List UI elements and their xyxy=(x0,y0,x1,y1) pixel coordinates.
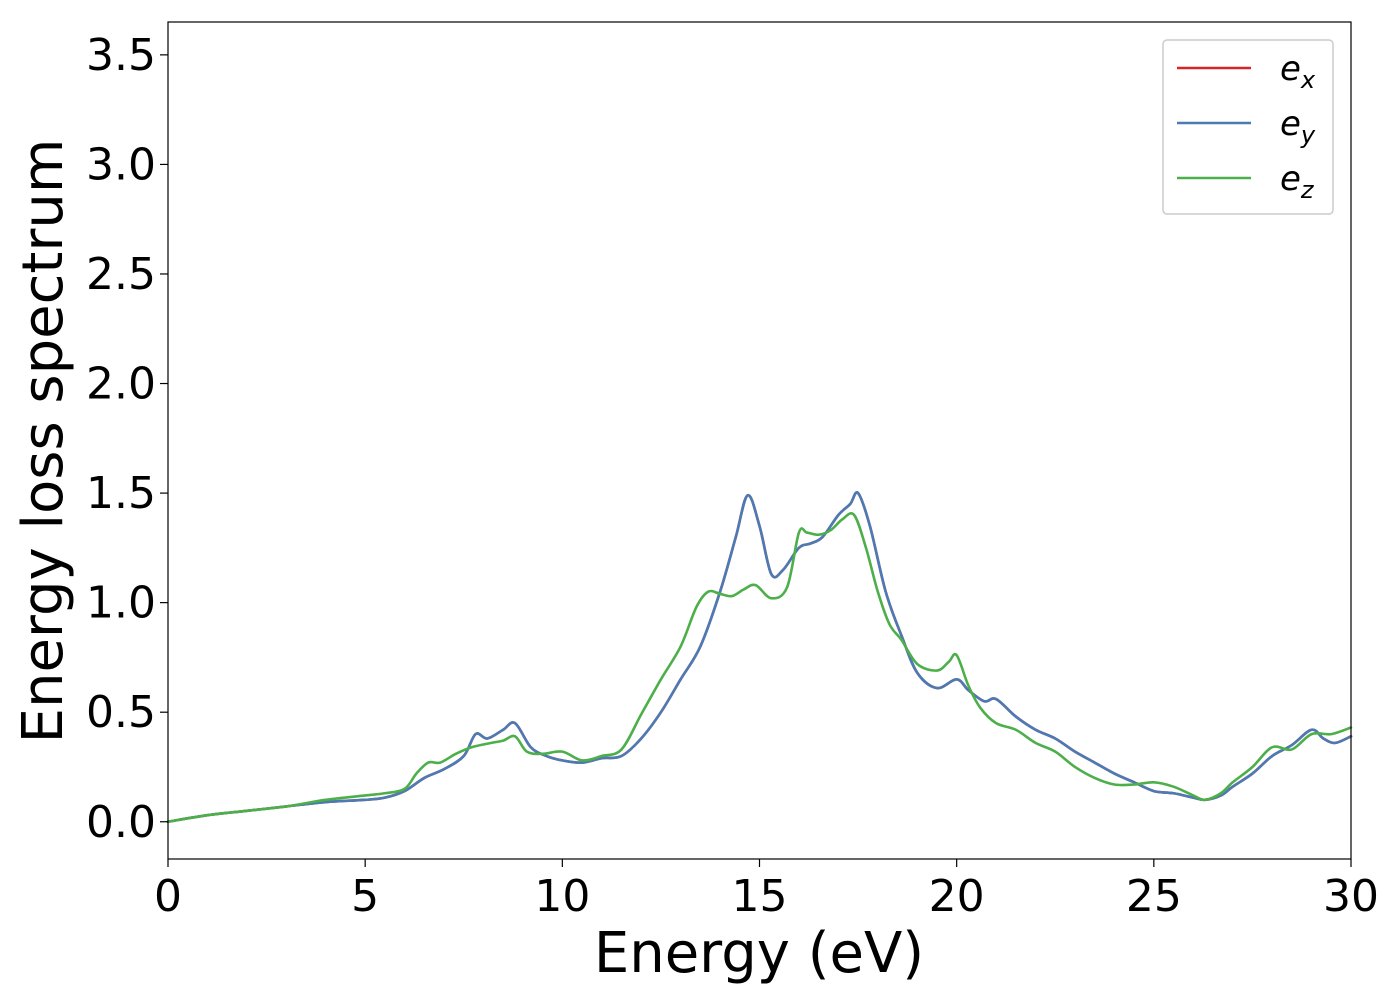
x-tick-label: 20 xyxy=(929,871,985,922)
series-line-z xyxy=(166,512,1353,824)
x-tick-label: 30 xyxy=(1323,871,1379,922)
series-layer xyxy=(166,491,1353,824)
x-tick-label: 5 xyxy=(351,871,379,922)
y-tick-label: 2.5 xyxy=(86,249,156,300)
series-line-y xyxy=(166,491,1353,824)
y-tick-label: 1.0 xyxy=(86,578,156,629)
x-axis-label: Energy (eV) xyxy=(594,921,924,986)
x-tick-label: 0 xyxy=(154,871,182,922)
x-axis: 0 5 10 15 20 25 30 xyxy=(154,859,1379,922)
y-axis-label: Energy loss spectrum xyxy=(11,139,76,744)
plot-background xyxy=(168,22,1351,859)
y-tick-label: 2.0 xyxy=(86,359,156,410)
legend: ex ey ez xyxy=(1162,39,1334,215)
legend-frame xyxy=(1162,39,1334,215)
y-tick-label: 3.0 xyxy=(86,139,156,190)
y-tick-label: 0.0 xyxy=(86,797,156,848)
y-tick-label: 1.5 xyxy=(86,468,156,519)
x-tick-label: 15 xyxy=(732,871,788,922)
y-tick-label: 3.5 xyxy=(86,30,156,81)
legend-label-x: ex xyxy=(1280,49,1316,94)
x-tick-label: 25 xyxy=(1126,871,1182,922)
y-axis: 0.0 0.5 1.0 1.5 2.0 2.5 3.0 3.5 xyxy=(86,30,168,848)
legend-label-z: ez xyxy=(1280,159,1315,204)
legend-label-y: ey xyxy=(1280,104,1316,149)
x-tick-label: 10 xyxy=(534,871,590,922)
y-tick-label: 0.5 xyxy=(86,687,156,738)
